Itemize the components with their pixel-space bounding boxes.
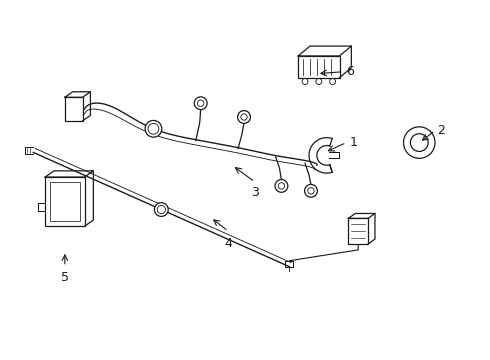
Circle shape (330, 78, 336, 85)
Circle shape (305, 184, 318, 197)
Bar (50, 182, 79, 221)
Text: 1: 1 (349, 136, 357, 149)
Circle shape (148, 123, 159, 134)
Bar (45, 177, 84, 226)
Text: 5: 5 (61, 271, 69, 284)
Bar (65, 97, 82, 121)
Text: 4: 4 (224, 237, 232, 250)
Circle shape (278, 183, 285, 189)
Text: 3: 3 (251, 186, 259, 199)
Circle shape (411, 134, 428, 152)
Text: 6: 6 (346, 65, 354, 78)
Text: 2: 2 (437, 124, 445, 137)
Circle shape (157, 206, 166, 214)
Circle shape (154, 203, 168, 216)
Circle shape (238, 111, 250, 123)
Circle shape (275, 180, 288, 192)
Circle shape (404, 127, 435, 158)
Circle shape (197, 100, 204, 107)
Circle shape (241, 114, 247, 120)
Circle shape (195, 97, 207, 109)
Bar (348, 219, 368, 244)
Circle shape (316, 78, 322, 85)
Bar (298, 56, 340, 78)
Circle shape (145, 121, 162, 137)
Circle shape (302, 78, 308, 85)
Circle shape (308, 188, 314, 194)
